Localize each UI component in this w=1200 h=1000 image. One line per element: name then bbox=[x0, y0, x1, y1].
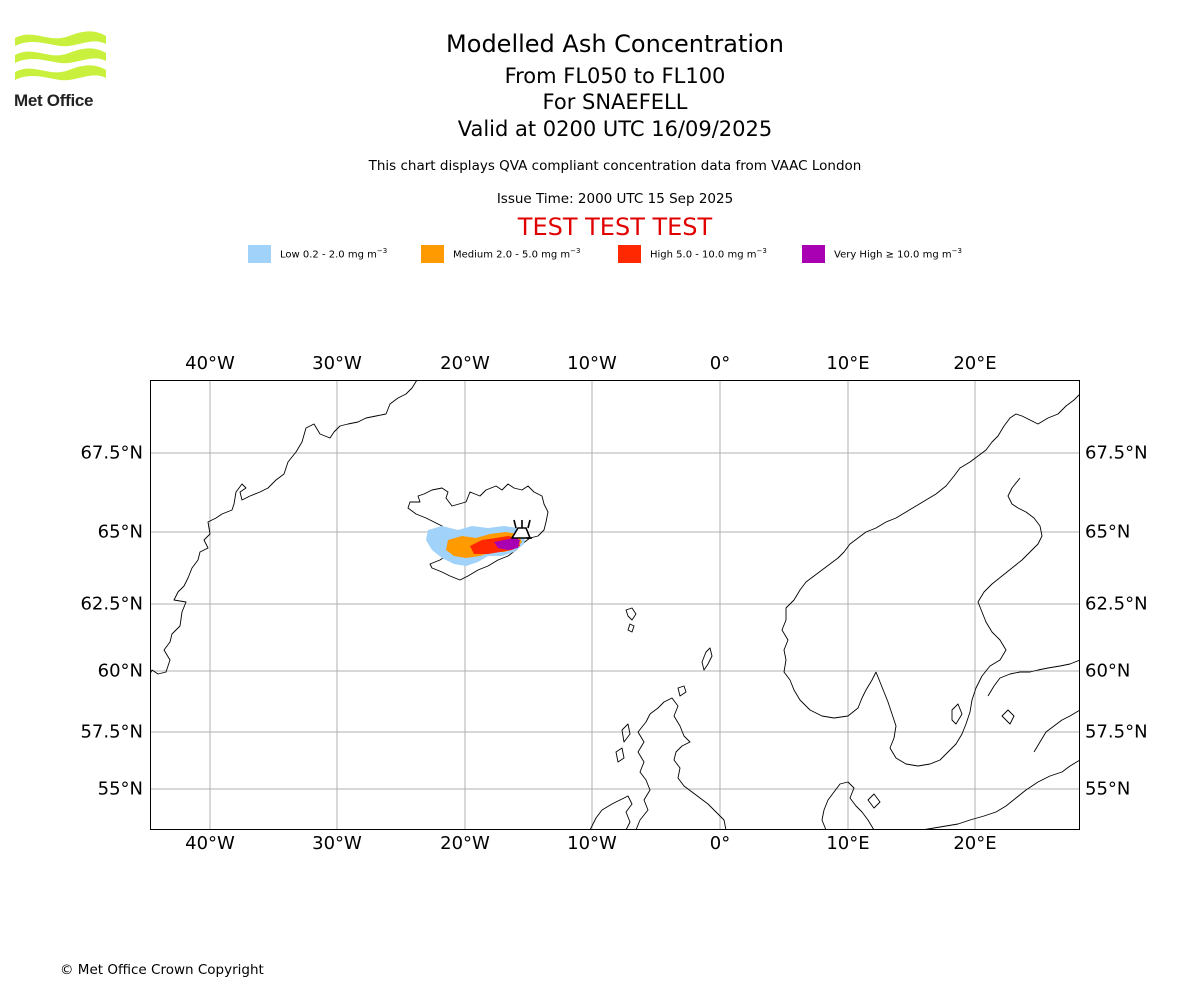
lon-label-top-10w: 10°W bbox=[567, 353, 617, 374]
test-banner: TEST TEST TEST bbox=[517, 213, 713, 241]
legend-swatch-high bbox=[618, 245, 641, 263]
coastlines bbox=[150, 380, 1080, 830]
legend-item-low: Low 0.2 - 2.0 mg m−3 bbox=[248, 244, 387, 264]
finland-coast bbox=[987, 659, 1080, 697]
met-office-logo: Met Office bbox=[14, 30, 109, 112]
lon-label-bottom-20e: 20°E bbox=[953, 833, 997, 854]
legend-swatch-low bbox=[248, 245, 271, 263]
legend-label-very-high: Very High ≥ 10.0 mg m bbox=[834, 249, 952, 261]
legend-label-low: Low 0.2 - 2.0 mg m bbox=[280, 249, 377, 261]
logo-waves-icon bbox=[15, 31, 106, 81]
gridlines bbox=[150, 380, 1080, 830]
map-canvas bbox=[150, 380, 1080, 830]
lat-label-left-62-5n: 62.5°N bbox=[80, 593, 143, 615]
scandinavia-coast bbox=[781, 393, 1080, 719]
ash-very-high bbox=[494, 538, 520, 550]
ash-map bbox=[150, 380, 1080, 830]
lat-label-left-55n: 55°N bbox=[97, 778, 143, 800]
lat-label-right-60n: 60°N bbox=[1085, 660, 1131, 682]
chart-title: Modelled Ash Concentration bbox=[446, 30, 784, 58]
issue-time: Issue Time: 2000 UTC 15 Sep 2025 bbox=[496, 191, 734, 207]
legend-label-high: High 5.0 - 10.0 mg m bbox=[650, 249, 757, 261]
lat-label-left-65n: 65°N bbox=[97, 521, 143, 543]
hebrides bbox=[621, 723, 631, 743]
lat-label-left-60n: 60°N bbox=[97, 660, 143, 682]
legend-swatch-very-high bbox=[802, 245, 825, 263]
lat-label-right-57-5n: 57.5°N bbox=[1085, 721, 1148, 743]
lon-label-bottom-30w: 30°W bbox=[312, 833, 362, 854]
lon-label-top-0: 0° bbox=[709, 353, 731, 374]
greenland-coast bbox=[150, 380, 418, 675]
chart-subtitle: This chart displays QVA compliant concen… bbox=[368, 158, 862, 174]
lon-label-top-10e: 10°E bbox=[826, 353, 870, 374]
denmark-coast bbox=[821, 781, 875, 830]
lon-label-top-40w: 40°W bbox=[185, 353, 235, 374]
iceland-coast bbox=[407, 483, 549, 581]
lat-label-right-62-5n: 62.5°N bbox=[1085, 593, 1148, 615]
volcano-icon bbox=[510, 519, 532, 539]
great-britain-coast bbox=[635, 697, 727, 830]
lat-label-right-55n: 55°N bbox=[1085, 778, 1131, 800]
logo-text: Met Office bbox=[14, 91, 94, 110]
estonia-coast bbox=[1033, 709, 1080, 753]
baltic-coast bbox=[921, 759, 1080, 830]
lon-label-bottom-40w: 40°W bbox=[185, 833, 235, 854]
lon-label-bottom-10w: 10°W bbox=[567, 833, 617, 854]
valid-time: Valid at 0200 UTC 16/09/2025 bbox=[457, 117, 773, 141]
legend-swatch-medium bbox=[421, 245, 444, 263]
lon-label-bottom-10e: 10°E bbox=[826, 833, 870, 854]
legend-item-high: High 5.0 - 10.0 mg m−3 bbox=[618, 244, 767, 264]
map-border bbox=[150, 380, 1080, 830]
legend-item-very-high: Very High ≥ 10.0 mg m−3 bbox=[802, 244, 962, 264]
sweden-coast bbox=[875, 477, 1043, 767]
ireland-coast bbox=[589, 795, 633, 830]
lat-label-left-57-5n: 57.5°N bbox=[80, 721, 143, 743]
lon-label-bottom-0: 0° bbox=[709, 833, 731, 854]
orkney bbox=[677, 685, 687, 697]
lat-label-right-65n: 65°N bbox=[1085, 521, 1131, 543]
copyright-notice: © Met Office Crown Copyright bbox=[60, 962, 264, 978]
lat-label-left-67-5n: 67.5°N bbox=[80, 442, 143, 464]
lon-label-top-30w: 30°W bbox=[312, 353, 362, 374]
volcano-name: For SNAEFELL bbox=[542, 90, 688, 114]
legend-item-medium: Medium 2.0 - 5.0 mg m−3 bbox=[421, 244, 580, 264]
flight-level-range: From FL050 to FL100 bbox=[504, 64, 726, 88]
lon-label-top-20w: 20°W bbox=[440, 353, 490, 374]
legend-label-medium: Medium 2.0 - 5.0 mg m bbox=[453, 249, 571, 261]
lon-label-bottom-20w: 20°W bbox=[440, 833, 490, 854]
ash-plume bbox=[426, 526, 526, 566]
gotland bbox=[951, 703, 963, 725]
lat-label-right-67-5n: 67.5°N bbox=[1085, 442, 1148, 464]
lon-label-top-20e: 20°E bbox=[953, 353, 997, 374]
shetland bbox=[701, 647, 713, 671]
faroe-islands bbox=[625, 607, 637, 621]
